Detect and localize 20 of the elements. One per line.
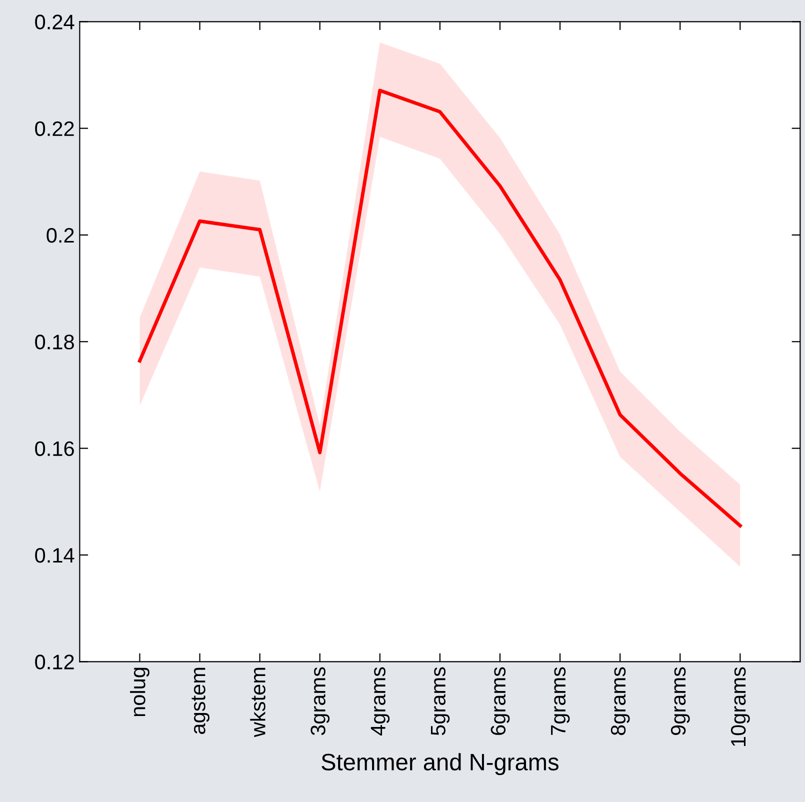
- y-tick-label: 0.14: [35, 548, 74, 563]
- y-tick-label: 0.22: [35, 121, 74, 136]
- x-tick-label: 8grams: [610, 667, 630, 736]
- x-tick-label: 9grams: [670, 667, 690, 735]
- x-tick-label: 7grams: [551, 667, 570, 735]
- x-tick-label: 5grams: [430, 667, 450, 736]
- y-tick-label: 0.2: [46, 228, 74, 243]
- x-tick-label: 6grams: [490, 667, 510, 735]
- y-tick-label: 0.18: [35, 334, 74, 350]
- y-tick-label: 0.24: [35, 14, 74, 30]
- y-tick-label: 0.12: [35, 654, 74, 670]
- x-tick-label: 10grams: [730, 667, 750, 746]
- x-tick-label: nolug: [130, 668, 150, 716]
- line-series: [138, 88, 742, 528]
- x-tick-label: 3grams: [310, 667, 330, 736]
- x-tick-label: wkstem: [250, 668, 266, 738]
- x-tick-label: agstem: [192, 668, 210, 734]
- x-axis-title: Stemmer and N-grams: [322, 753, 558, 776]
- y-tick-label: 0.16: [35, 441, 74, 456]
- x-tick-label: 4grams: [370, 667, 390, 736]
